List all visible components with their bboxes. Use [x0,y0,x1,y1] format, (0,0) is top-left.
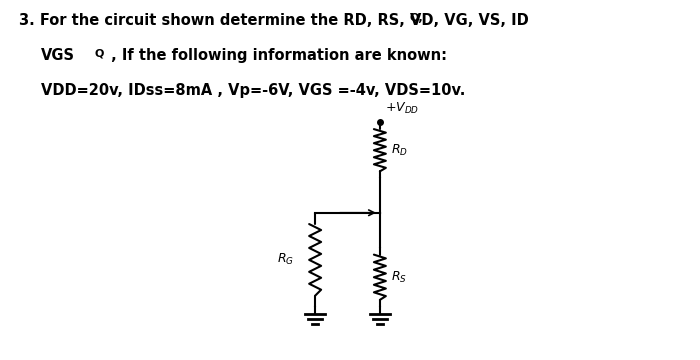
Text: $R_D$: $R_D$ [391,143,408,158]
Text: Q: Q [94,48,104,58]
Text: VDD=20v, IDss=8mA , Vp=-6V, VGS =-4v, VDS=10v.: VDD=20v, IDss=8mA , Vp=-6V, VGS =-4v, VD… [41,83,466,98]
Text: $R_G$: $R_G$ [277,252,294,267]
Text: Q,: Q, [410,13,424,23]
Text: VGS: VGS [41,48,75,63]
Text: , If the following information are known:: , If the following information are known… [106,48,447,63]
Text: 3. For the circuit shown determine the RD, RS, VD, VG, VS, ID: 3. For the circuit shown determine the R… [20,13,529,28]
Text: $+V_{DD}$: $+V_{DD}$ [385,102,419,117]
Text: $R_S$: $R_S$ [391,270,407,285]
